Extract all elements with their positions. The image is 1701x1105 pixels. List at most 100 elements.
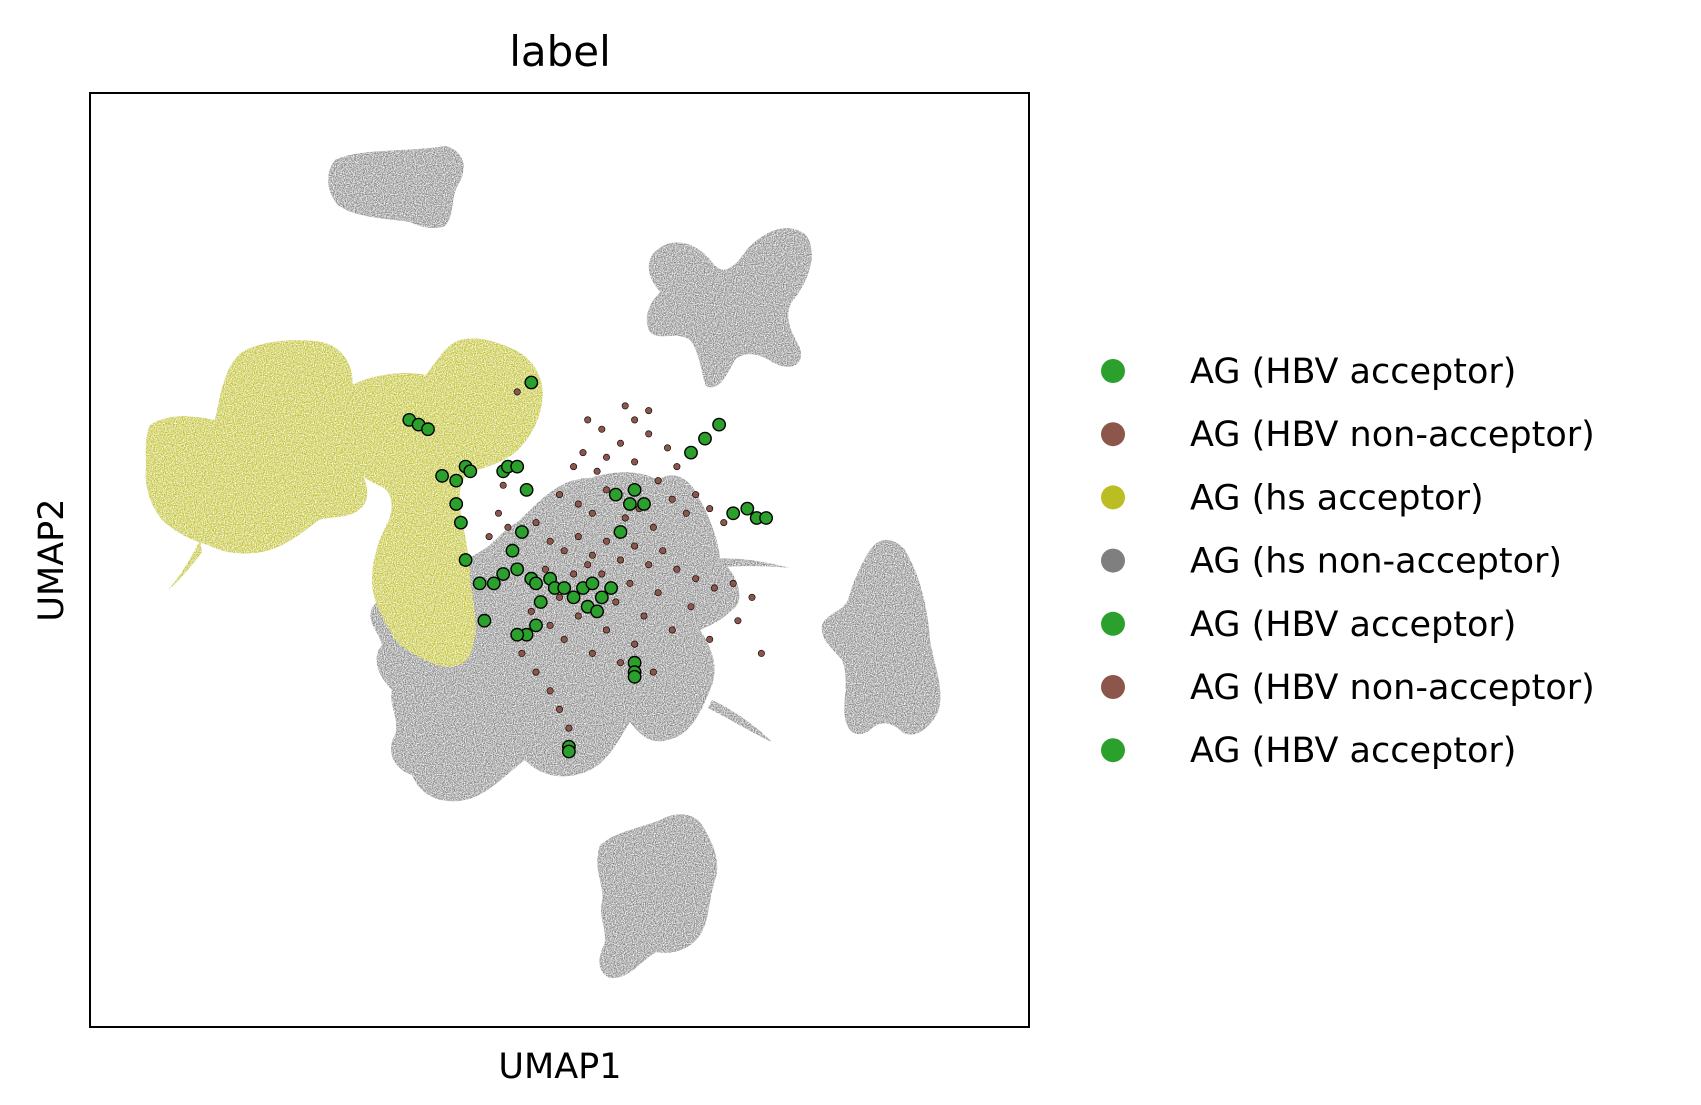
hbv-non-acceptor-point bbox=[565, 724, 573, 732]
hbv-non-acceptor-point bbox=[574, 533, 582, 541]
hbv-non-acceptor-point bbox=[710, 584, 718, 592]
hbv-non-acceptor-point bbox=[621, 514, 629, 522]
hbv-non-acceptor-point bbox=[560, 547, 568, 555]
hbv-acceptor-point bbox=[759, 511, 773, 525]
hbv-acceptor-point bbox=[505, 543, 520, 558]
legend: AG (HBV acceptor) AG (HBV non-acceptor) AG… bbox=[1101, 352, 1595, 771]
hbv-acceptor-point bbox=[623, 497, 637, 511]
hbv-non-acceptor-point bbox=[593, 467, 601, 475]
hbv-acceptor-point bbox=[524, 375, 539, 390]
hbv-non-acceptor-point bbox=[527, 607, 535, 615]
legend-label: AG (HBV non-acceptor) bbox=[1190, 415, 1595, 455]
hbv-non-acceptor-point bbox=[692, 491, 700, 499]
legend-marker bbox=[1101, 738, 1125, 763]
hbv-non-acceptor-point bbox=[673, 565, 681, 573]
hbv-non-acceptor-point bbox=[734, 617, 742, 625]
hbv-acceptor-point bbox=[726, 506, 741, 521]
legend-marker bbox=[1101, 548, 1125, 573]
hbv-non-acceptor-point bbox=[757, 649, 765, 657]
hbv-non-acceptor-point bbox=[532, 519, 540, 527]
hbv-acceptor-point bbox=[496, 567, 511, 581]
hbv-non-acceptor-point bbox=[485, 533, 493, 541]
hbv-non-acceptor-point bbox=[706, 505, 714, 513]
hbv-acceptor-point bbox=[519, 482, 534, 497]
hbv-acceptor-point bbox=[698, 431, 712, 446]
hbv-non-acceptor-point bbox=[673, 463, 681, 471]
hbv-acceptor-point bbox=[529, 576, 543, 591]
hbv-acceptor-point bbox=[627, 669, 642, 684]
hbv-non-acceptor-point bbox=[616, 659, 624, 667]
hbv-acceptor-point bbox=[486, 576, 501, 591]
hbv-non-acceptor-point bbox=[706, 635, 714, 643]
hbv-acceptor-point bbox=[458, 553, 473, 567]
hbv-non-acceptor-point bbox=[645, 430, 653, 438]
hbv-non-acceptor-point bbox=[645, 561, 653, 569]
cluster-olive-right bbox=[346, 338, 543, 667]
hbv-acceptor-point bbox=[449, 473, 464, 488]
hbv-non-acceptor-point bbox=[588, 509, 596, 517]
hbv-non-acceptor-point bbox=[546, 687, 554, 695]
hbv-acceptor-point bbox=[515, 525, 529, 539]
hbv-non-acceptor-point bbox=[518, 649, 526, 657]
hbv-non-acceptor-point bbox=[499, 481, 507, 489]
legend-marker bbox=[1101, 485, 1125, 510]
legend-label: AG (HBV acceptor) bbox=[1190, 352, 1516, 392]
hbv-non-acceptor-point bbox=[631, 640, 639, 648]
hbv-non-acceptor-point bbox=[602, 453, 610, 461]
hbv-non-acceptor-point bbox=[668, 626, 676, 634]
hbv-non-acceptor-point bbox=[532, 668, 540, 676]
hbv-non-acceptor-point bbox=[598, 570, 606, 578]
hbv-acceptor-point bbox=[604, 581, 618, 595]
hbv-non-acceptor-point bbox=[513, 388, 521, 396]
scatter-background bbox=[145, 146, 941, 979]
legend-marker bbox=[1101, 675, 1125, 699]
hbv-non-acceptor-point bbox=[570, 570, 578, 578]
hbv-non-acceptor-point bbox=[579, 449, 587, 457]
hbv-non-acceptor-point bbox=[649, 523, 657, 531]
hbv-acceptor-point bbox=[712, 417, 726, 432]
hbv-acceptor-point bbox=[463, 464, 478, 479]
hbv-non-acceptor-point bbox=[626, 579, 634, 587]
hbv-non-acceptor-point bbox=[645, 407, 653, 415]
hbv-non-acceptor-point bbox=[546, 621, 554, 629]
hbv-non-acceptor-point bbox=[654, 477, 662, 485]
plot-area bbox=[89, 92, 1030, 1028]
hbv-non-acceptor-point bbox=[541, 565, 549, 573]
x-axis-label: UMAP1 bbox=[498, 1047, 621, 1087]
hbv-acceptor-point bbox=[557, 581, 572, 595]
hbv-non-acceptor-point bbox=[598, 425, 606, 433]
hbv-non-acceptor-point bbox=[555, 491, 563, 499]
hbv-acceptor-point bbox=[472, 576, 487, 591]
hbv-acceptor-point bbox=[562, 744, 576, 759]
hbv-non-acceptor-point bbox=[621, 402, 629, 410]
olive-tail-left bbox=[168, 540, 202, 590]
legend-label: AG (HBV non-acceptor) bbox=[1190, 668, 1595, 708]
hbv-acceptor-point bbox=[477, 613, 492, 628]
legend-marker bbox=[1101, 359, 1125, 383]
hbv-acceptor-point bbox=[435, 468, 449, 483]
hbv-non-acceptor-point bbox=[729, 579, 737, 587]
hbv-non-acceptor-point bbox=[574, 612, 582, 620]
hbv-non-acceptor-point bbox=[659, 547, 667, 555]
hbv-acceptor-point bbox=[566, 590, 581, 605]
hbv-non-acceptor-point bbox=[663, 444, 671, 452]
hbv-acceptor-point bbox=[590, 604, 604, 619]
hbv-non-acceptor-point bbox=[692, 575, 700, 583]
hbv-non-acceptor-point bbox=[631, 542, 639, 550]
hbv-non-acceptor-point bbox=[555, 593, 563, 601]
hbv-non-acceptor-point bbox=[574, 500, 582, 508]
hbv-acceptor-point bbox=[510, 562, 525, 577]
hbv-non-acceptor-point bbox=[631, 416, 639, 424]
hbv-acceptor-point bbox=[684, 445, 698, 460]
hbv-non-acceptor-point bbox=[687, 603, 695, 611]
cluster-central bbox=[370, 472, 740, 802]
y-axis-label: UMAP2 bbox=[32, 498, 72, 621]
hbv-non-acceptor-point bbox=[494, 509, 502, 517]
legend-marker bbox=[1101, 422, 1125, 447]
hbv-non-acceptor-point bbox=[640, 612, 648, 620]
hbv-non-acceptor-point bbox=[616, 439, 624, 447]
cluster-olive-left bbox=[145, 340, 375, 554]
hbv-acceptor-point bbox=[585, 576, 600, 591]
chart-title: label bbox=[509, 27, 611, 76]
